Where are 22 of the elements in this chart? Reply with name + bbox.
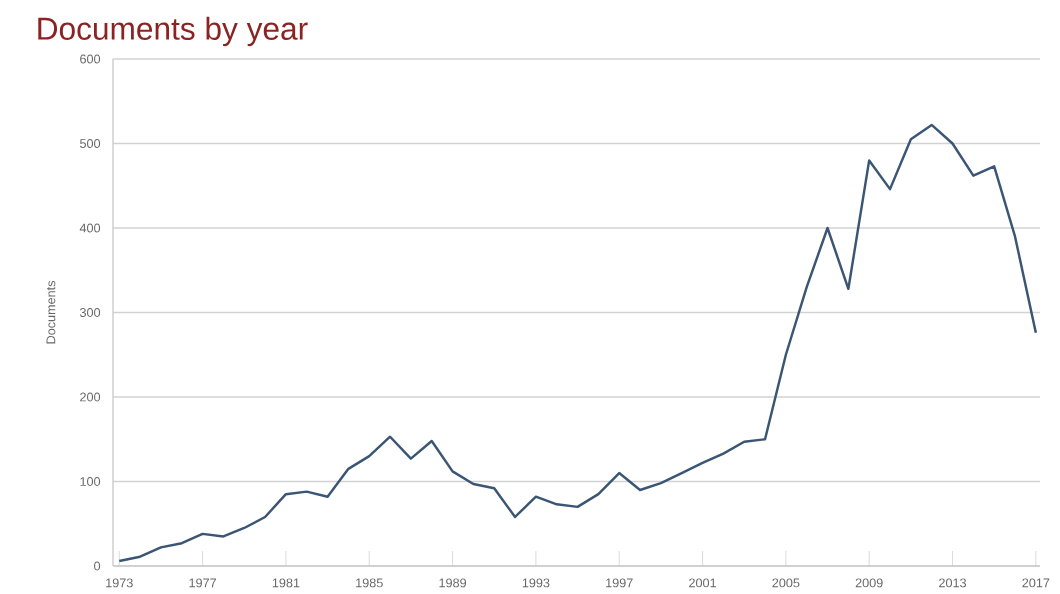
y-axis-title: Documents (46, 280, 56, 344)
x-tick-label: 1973 (106, 578, 133, 588)
x-tick-label: 2013 (939, 578, 967, 588)
x-tick-label: 2005 (772, 578, 800, 588)
y-tick-label: 100 (80, 476, 101, 486)
x-tick-label: 2001 (689, 578, 717, 588)
line-series (118, 123, 1038, 563)
x-tick-label: 2017 (1022, 578, 1050, 588)
chart-title: Documents by year (38, 16, 308, 47)
x-tick-label: 1981 (272, 578, 300, 588)
y-tick-label: 500 (79, 138, 101, 148)
x-tick-label: 1977 (189, 578, 217, 588)
y-tick-label: 200 (80, 392, 101, 402)
x-tick-label: 1989 (439, 578, 467, 588)
x-tick-label: 2009 (855, 578, 883, 588)
y-tick-label: 300 (79, 307, 101, 317)
y-tick-label: 0 (94, 561, 101, 571)
y-tick-label: 600 (80, 54, 101, 64)
x-tick-label: 1985 (356, 578, 383, 588)
y-tick-label: 400 (79, 223, 101, 233)
x-tick-label: 1993 (522, 578, 550, 588)
x-tick-label: 1997 (606, 578, 633, 588)
